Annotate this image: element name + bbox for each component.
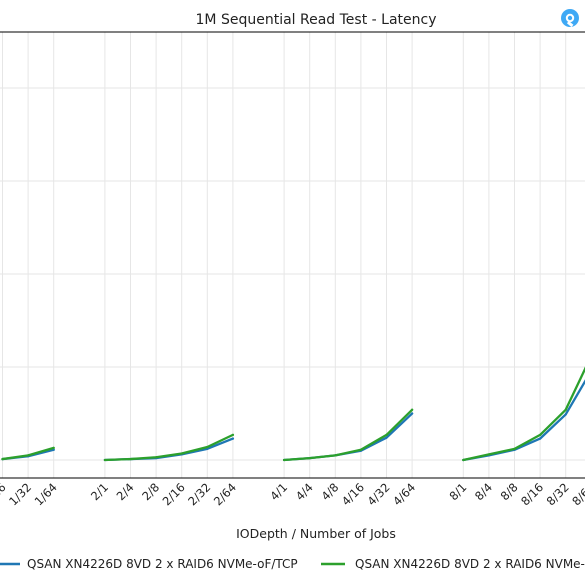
chart-title: 1M Sequential Read Test - Latency <box>196 12 437 28</box>
data-point-rdma <box>411 408 414 411</box>
data-point-rdma <box>129 457 132 461</box>
data-point-rdma <box>52 446 55 450</box>
data-point-rdma <box>283 458 286 462</box>
storagereview-logo-icon <box>561 9 579 28</box>
x-axis-label: IODepth / Number of Jobs <box>236 526 396 541</box>
series-line-rdma-group-2 <box>103 433 235 462</box>
legend: QSAN XN4226D 8VD 2 x RAID6 NVMe-oF/TCP Q… <box>0 557 585 571</box>
data-point-rdma <box>206 445 209 449</box>
data-point-tcp <box>231 437 234 440</box>
data-point-tcp <box>411 412 414 415</box>
data-point-rdma <box>359 448 362 451</box>
data-point-tcp <box>385 436 388 439</box>
data-point-rdma <box>564 408 567 411</box>
series-lines <box>1 366 585 462</box>
data-point-rdma <box>487 453 490 456</box>
data-point-rdma <box>539 433 542 436</box>
data-point-rdma <box>385 433 388 436</box>
data-point-rdma <box>334 454 337 457</box>
legend-label-tcp: QSAN XN4226D 8VD 2 x RAID6 NVMe-oF/TCP <box>27 557 298 571</box>
series-line-rdma-group-8 <box>462 366 585 462</box>
data-point-rdma <box>103 458 106 462</box>
data-point-rdma <box>462 458 465 462</box>
series-line-rdma-group-4 <box>282 408 414 462</box>
data-point-rdma <box>180 452 183 455</box>
data-point-rdma <box>231 433 234 436</box>
x-tick-label: 1/16 <box>0 480 9 508</box>
data-point-tcp <box>539 437 542 440</box>
data-point-rdma <box>513 447 516 450</box>
data-point-rdma <box>27 454 30 457</box>
data-point-rdma <box>155 456 158 459</box>
legend-label-rdma: QSAN XN4226D 8VD 2 x RAID6 NVMe-oF/RDMA <box>355 557 585 571</box>
grid-lines <box>0 32 585 478</box>
data-point-tcp <box>564 413 567 416</box>
data-point-rdma <box>308 457 311 460</box>
data-point-rdma <box>1 457 4 461</box>
